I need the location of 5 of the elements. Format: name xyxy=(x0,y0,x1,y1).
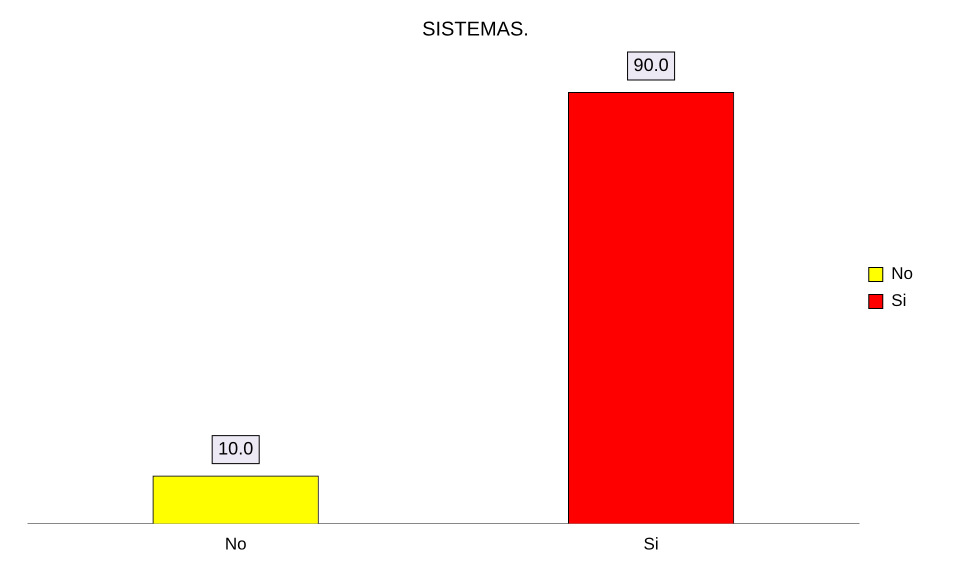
chart-title: SISTEMAS. xyxy=(422,18,529,41)
data-label: 90.0 xyxy=(634,54,669,75)
legend-label: No xyxy=(891,264,914,284)
data-label: 10.0 xyxy=(218,438,254,459)
legend-label: Si xyxy=(891,291,906,310)
